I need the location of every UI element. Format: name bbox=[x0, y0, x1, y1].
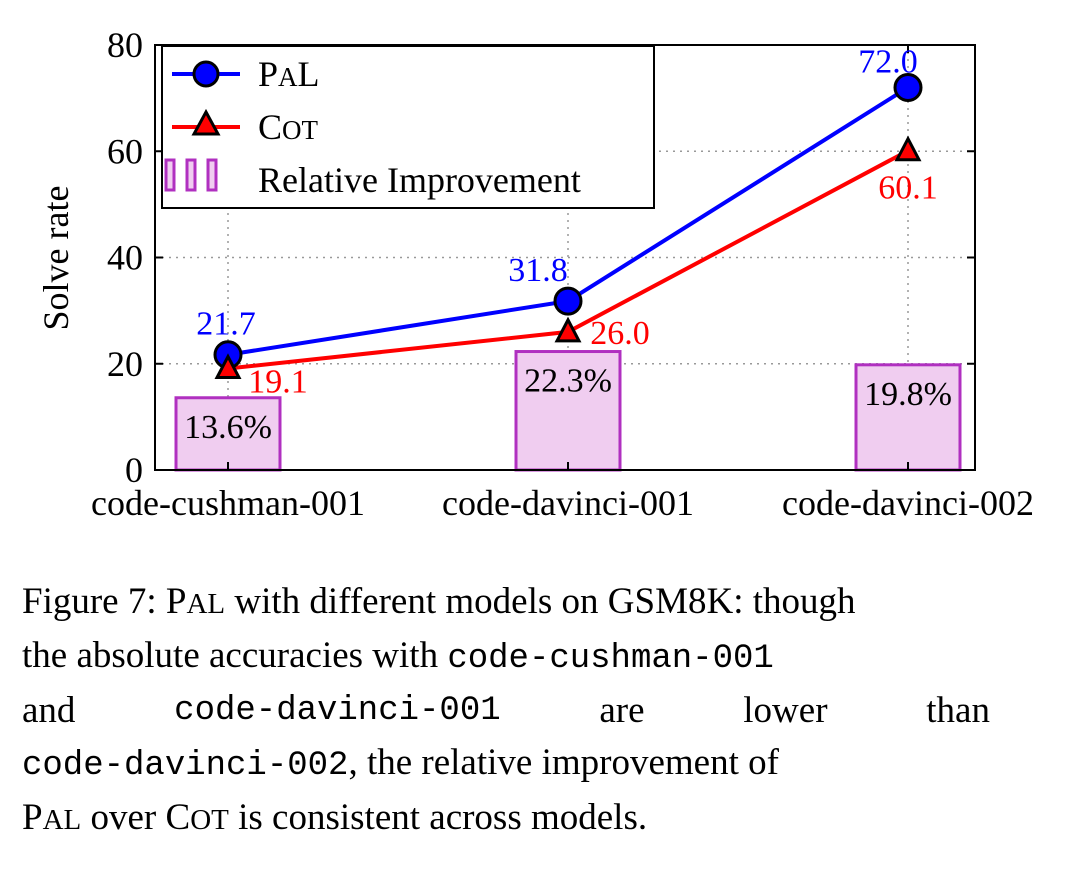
legend-pal-l: L bbox=[298, 54, 320, 94]
caption-word: and bbox=[22, 690, 76, 731]
chart: 0 20 40 60 80 code-cushman-001 code-davinci-0… bbox=[36, 25, 1034, 523]
caption-line-2: the absolute accuracies with code-cushma… bbox=[22, 630, 990, 685]
bar bbox=[514, 350, 622, 472]
caption-text: , the relative improvement of bbox=[348, 742, 779, 783]
legend-bar-marker-3 bbox=[206, 158, 218, 192]
legend-bar-marker-1 bbox=[164, 158, 176, 192]
legend-box bbox=[161, 45, 655, 209]
caption-word: lower bbox=[743, 690, 828, 731]
pal-label: 31.8 bbox=[508, 252, 568, 289]
y-axis-label: Solve rate bbox=[36, 186, 76, 331]
legend-pal-marker bbox=[192, 60, 220, 88]
caption-line-4: code-davinci-002, the relative improveme… bbox=[22, 737, 990, 792]
caption-pal-p: P bbox=[165, 581, 187, 622]
caption-word: than bbox=[926, 690, 990, 731]
pal-label: 72.0 bbox=[858, 44, 918, 81]
bar-label: 19.8% bbox=[864, 376, 952, 413]
caption-text: is consistent across models. bbox=[228, 797, 648, 838]
lines bbox=[213, 73, 923, 380]
caption-line-1: Figure 7: PAL with different models on G… bbox=[22, 576, 990, 630]
bar-label: 13.6% bbox=[184, 409, 272, 446]
caption-text: the absolute accuracies with bbox=[22, 635, 448, 676]
pal-point bbox=[893, 73, 923, 102]
caption-line-5: PAL over COT is consistent across models… bbox=[22, 792, 990, 846]
cot-point bbox=[894, 135, 922, 162]
caption-cot-rest: OT bbox=[190, 804, 229, 836]
legend-bar-marker bbox=[164, 158, 218, 192]
legend-pal-a: A bbox=[278, 62, 298, 92]
legend: PAL COT Relative Improvement bbox=[161, 45, 655, 209]
cot-point bbox=[214, 353, 242, 380]
cot-label: 19.1 bbox=[248, 364, 308, 401]
pal-label: 21.7 bbox=[196, 306, 256, 343]
legend-cot-marker bbox=[191, 108, 221, 136]
x-tick-label: code-davinci-002 bbox=[782, 483, 1034, 523]
cot-label: 60.1 bbox=[878, 170, 938, 207]
caption-text: Figure 7: bbox=[22, 581, 166, 622]
caption-text: with different models on bbox=[225, 581, 608, 622]
data-labels: 13.6% 22.3% 19.8% 21.7 31.8 72.0 19.1 26.0 60.1 bbox=[184, 44, 952, 446]
cot-point bbox=[554, 316, 582, 343]
x-ticks: code-cushman-001 code-davinci-001 code-dav… bbox=[91, 45, 1034, 523]
x-tick-label: code-cushman-001 bbox=[91, 483, 365, 523]
caption-code: code-davinci-002 bbox=[22, 747, 349, 785]
y-tick-label: 40 bbox=[107, 238, 143, 278]
legend-cot-o: O bbox=[282, 115, 302, 145]
caption-code: code-davinci-001 bbox=[174, 692, 501, 730]
bar-label: 22.3% bbox=[524, 363, 612, 400]
caption-cot-c: C bbox=[165, 797, 191, 838]
caption-pal-rest: AL bbox=[186, 588, 226, 620]
caption-text: over bbox=[81, 797, 166, 838]
caption-gsm8k: GSM8K bbox=[607, 581, 734, 622]
y-ticks: 0 20 40 60 80 bbox=[107, 25, 975, 490]
caption-pal-p: P bbox=[22, 797, 43, 838]
y-tick-label: 60 bbox=[107, 131, 143, 171]
caption-text: : though bbox=[733, 581, 856, 622]
x-tick-label: code-davinci-001 bbox=[442, 483, 694, 523]
caption-code: code-cushman-001 bbox=[447, 640, 774, 678]
caption-word: are bbox=[599, 690, 645, 731]
legend-bar-label: Relative Improvement bbox=[258, 160, 581, 200]
legend-cot-t: T bbox=[302, 115, 319, 145]
legend-pal-label: PAL bbox=[258, 54, 320, 94]
y-tick-label: 80 bbox=[107, 25, 143, 65]
caption-pal-rest: AL bbox=[42, 804, 82, 836]
cot-label: 26.0 bbox=[590, 315, 650, 352]
pal-point bbox=[553, 286, 583, 316]
legend-bar-marker-2 bbox=[185, 158, 197, 192]
y-tick-label: 0 bbox=[125, 450, 143, 490]
y-tick-label: 20 bbox=[107, 344, 143, 384]
caption-line-3: and code-davinci-001 are lower than bbox=[22, 685, 990, 737]
figure-caption: Figure 7: PAL with different models on G… bbox=[22, 576, 990, 846]
legend-pal-p: P bbox=[258, 54, 278, 94]
legend-cot-c: C bbox=[258, 107, 282, 147]
legend-cot-label: COT bbox=[258, 107, 319, 147]
